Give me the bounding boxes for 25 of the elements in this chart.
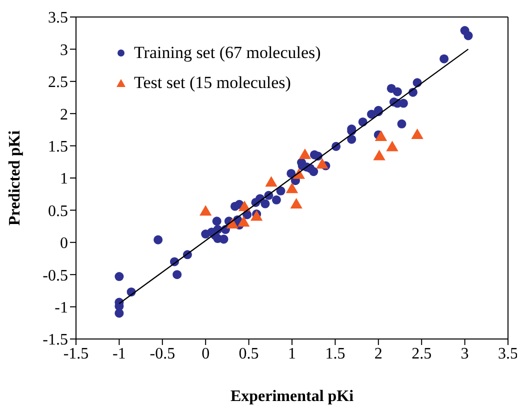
legend-label: Training set (67 molecules) [134,42,321,64]
y-tick-label: 1.5 [48,138,68,156]
y-tick-label: 3.5 [48,10,68,27]
x-tick-label: -0.5 [150,345,176,362]
x-tick-label: 2 [374,345,382,362]
y-tick-label: 0 [60,235,68,252]
x-tick-label: 0 [202,345,210,362]
y-tick-label: 2.5 [48,74,68,92]
x-tick-label: 1 [288,345,296,362]
y-tick-label: -1.5 [42,332,68,349]
y-tick-label: -0.5 [42,267,68,284]
y-tick-label: 1 [60,170,68,188]
x-tick-label: 3.5 [498,345,518,362]
x-tick-label: 3 [460,345,469,362]
y-tick-label: 3 [60,42,68,59]
x-tick-label: 1.5 [325,345,346,362]
y-tick-label: 2 [60,106,68,124]
y-axis-title: Predicted pKi [6,130,24,226]
y-tick-label: 0.5 [48,202,68,220]
x-tick-label: 2.5 [412,345,432,362]
legend-label: Test set (15 molecules) [134,72,291,94]
y-tick-label: -1 [54,299,68,316]
x-tick-label: -1 [112,345,126,362]
x-tick-label: 0.5 [238,345,259,362]
x-axis-title: Experimental pKi [230,388,354,405]
